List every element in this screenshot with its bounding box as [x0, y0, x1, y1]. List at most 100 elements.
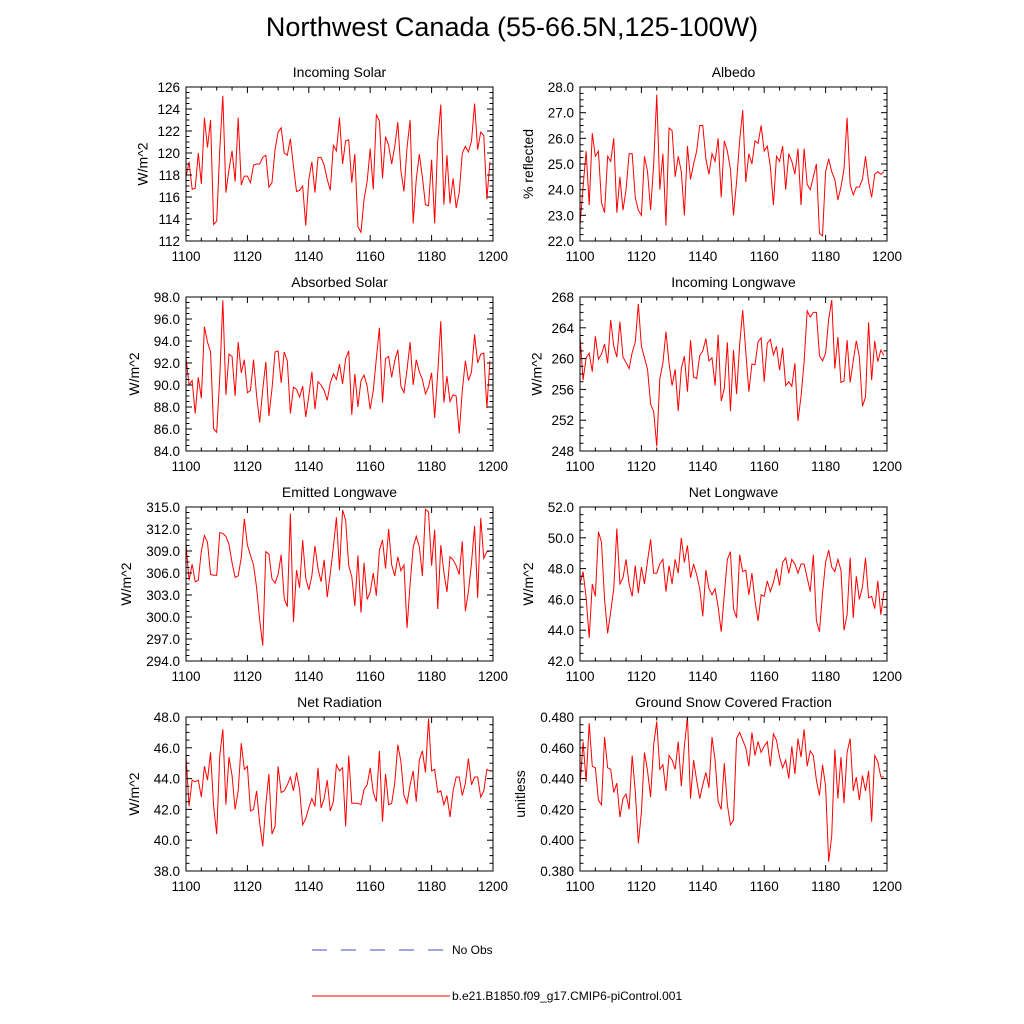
- net-radiation-ytick-label: 48.0: [154, 710, 180, 725]
- incoming-longwave-xtick-label: 1120: [627, 459, 656, 474]
- albedo-ytick-label: 24.0: [548, 183, 574, 198]
- net-radiation-ytick-label: 46.0: [154, 741, 180, 756]
- incoming-longwave-ytick-label: 248: [551, 444, 574, 459]
- absorbed-solar-series-line: [185, 300, 491, 434]
- emitted-longwave-ytick-label: 306.0: [146, 566, 180, 581]
- figure-title: Northwest Canada (55-66.5N,125-100W): [265, 12, 759, 42]
- net-longwave-ytick-label: 42.0: [548, 654, 574, 669]
- absorbed-solar-tick-marks: [185, 296, 494, 452]
- incoming-solar-plot-frame: [185, 86, 494, 242]
- absorbed-solar-panel-title: Absorbed Solar: [291, 274, 388, 290]
- net-radiation-ylabel: W/m^2: [126, 772, 142, 815]
- emitted-longwave-xtick-label: 1180: [417, 669, 446, 684]
- incoming-longwave-plot-frame: [579, 296, 888, 452]
- incoming-longwave-ytick-label: 260: [551, 352, 574, 367]
- ground-snow-covered-fraction-xtick-label: 1200: [872, 879, 902, 894]
- absorbed-solar-xtick-label: 1200: [478, 459, 508, 474]
- incoming-longwave-ytick-label: 264: [551, 321, 574, 336]
- ground-snow-covered-fraction-ytick-label: 0.400: [540, 833, 574, 848]
- incoming-longwave-series-line: [579, 300, 885, 447]
- net-longwave-xtick-label: 1160: [750, 669, 779, 684]
- net-radiation-ytick-label: 40.0: [154, 833, 180, 848]
- absorbed-solar-ytick-label: 98.0: [154, 290, 180, 305]
- panel-net-radiation: 1100 1120 1140 1160 1180 1200 38.0 40.0 42.0 44.0…: [126, 694, 508, 894]
- emitted-longwave-tick-marks: [185, 506, 494, 662]
- albedo-xtick-label: 1160: [750, 249, 779, 264]
- absorbed-solar-ylabel: W/m^2: [126, 352, 142, 395]
- net-longwave-plot-frame: [579, 506, 888, 662]
- absorbed-solar-ytick-label: 90.0: [154, 378, 180, 393]
- ground-snow-covered-fraction-ytick-label: 0.440: [540, 772, 574, 787]
- net-longwave-xtick-label: 1120: [627, 669, 656, 684]
- net-radiation-ytick-label: 44.0: [154, 772, 180, 787]
- net-radiation-ytick-label: 42.0: [154, 802, 180, 817]
- absorbed-solar-ytick-label: 88.0: [154, 400, 180, 415]
- albedo-xtick-label: 1200: [872, 249, 902, 264]
- absorbed-solar-xtick-label: 1160: [356, 459, 385, 474]
- net-radiation-xtick-label: 1180: [417, 879, 446, 894]
- ground-snow-covered-fraction-ytick-label: 0.460: [540, 741, 574, 756]
- panel-incoming-longwave: 1100 1120 1140 1160 1180 1200 248 252 256 260 264 2…: [528, 274, 902, 474]
- emitted-longwave-ylabel: W/m^2: [118, 562, 134, 605]
- ground-snow-covered-fraction-xtick-label: 1120: [627, 879, 656, 894]
- incoming-longwave-ylabel: W/m^2: [528, 352, 544, 395]
- panels-group: 1100 1120 1140 1160 1180 1200 112 114 116 118 120 1…: [118, 64, 902, 894]
- ground-snow-covered-fraction-series-line: [579, 716, 884, 862]
- emitted-longwave-ytick-label: 315.0: [146, 500, 180, 515]
- absorbed-solar-ytick-label: 84.0: [154, 444, 180, 459]
- incoming-solar-xtick-label: 1180: [417, 249, 446, 264]
- incoming-longwave-panel-title: Incoming Longwave: [671, 274, 796, 290]
- ground-snow-covered-fraction-ytick-label: 0.480: [540, 710, 574, 725]
- net-longwave-xtick-label: 1140: [688, 669, 717, 684]
- incoming-longwave-xtick-label: 1200: [872, 459, 902, 474]
- incoming-solar-xtick-label: 1200: [478, 249, 508, 264]
- albedo-ytick-label: 28.0: [548, 80, 574, 95]
- net-radiation-xtick-label: 1120: [233, 879, 262, 894]
- emitted-longwave-ytick-label: 312.0: [146, 522, 180, 537]
- absorbed-solar-ytick-label: 96.0: [154, 312, 180, 327]
- emitted-longwave-xtick-label: 1200: [478, 669, 508, 684]
- net-radiation-ytick-label: 38.0: [154, 864, 180, 879]
- incoming-solar-xtick-label: 1100: [171, 249, 200, 264]
- emitted-longwave-ytick-label: 294.0: [146, 654, 180, 669]
- ground-snow-covered-fraction-ytick-label: 0.420: [540, 802, 574, 817]
- albedo-ylabel: % reflected: [520, 129, 536, 199]
- net-radiation-tick-marks: [185, 716, 494, 872]
- incoming-solar-ytick-label: 118: [158, 168, 180, 183]
- albedo-xtick-label: 1140: [688, 249, 717, 264]
- ground-snow-covered-fraction-tick-marks: [579, 716, 888, 872]
- net-radiation-xtick-label: 1100: [171, 879, 200, 894]
- incoming-solar-ylabel: W/m^2: [134, 142, 150, 185]
- albedo-xtick-label: 1180: [811, 249, 840, 264]
- panel-ground-snow-covered-fraction: 1100 1120 1140 1160 1180 1200 0.380 0.400 0.420 0…: [512, 694, 902, 894]
- albedo-plot-frame: [579, 86, 888, 242]
- net-longwave-ytick-label: 44.0: [548, 623, 574, 638]
- emitted-longwave-xtick-label: 1140: [294, 669, 323, 684]
- legend-model-label: b.e21.B1850.f09_g17.CMIP6-piControl.001: [452, 989, 682, 1003]
- emitted-longwave-ytick-label: 303.0: [146, 588, 180, 603]
- net-longwave-ytick-label: 50.0: [548, 531, 574, 546]
- incoming-longwave-ytick-label: 268: [551, 290, 574, 305]
- albedo-ytick-label: 25.0: [548, 157, 574, 172]
- albedo-series-line: [579, 94, 885, 237]
- absorbed-solar-ytick-label: 86.0: [154, 422, 180, 437]
- net-radiation-xtick-label: 1200: [478, 879, 508, 894]
- incoming-longwave-ytick-label: 252: [551, 413, 574, 428]
- legend-no-obs-label: No Obs: [452, 943, 493, 957]
- incoming-solar-xtick-label: 1140: [294, 249, 323, 264]
- net-longwave-ytick-label: 52.0: [548, 500, 574, 515]
- ground-snow-covered-fraction-panel-title: Ground Snow Covered Fraction: [635, 694, 832, 710]
- emitted-longwave-plot-frame: [185, 506, 494, 662]
- ground-snow-covered-fraction-xtick-label: 1160: [750, 879, 779, 894]
- panel-albedo: 1100 1120 1140 1160 1180 1200 22.0 23.0 24.0 25.0…: [520, 64, 902, 264]
- net-radiation-series-line: [185, 718, 491, 847]
- incoming-solar-ytick-label: 124: [157, 102, 180, 117]
- incoming-solar-xtick-label: 1120: [233, 249, 262, 264]
- net-longwave-xtick-label: 1180: [811, 669, 840, 684]
- incoming-longwave-tick-marks: [579, 296, 888, 452]
- incoming-longwave-xtick-label: 1180: [811, 459, 840, 474]
- legend: No Obs b.e21.B1850.f09_g17.CMIP6-piContr…: [312, 943, 682, 1003]
- ground-snow-covered-fraction-ylabel: unitless: [512, 770, 528, 817]
- net-longwave-tick-marks: [579, 506, 888, 662]
